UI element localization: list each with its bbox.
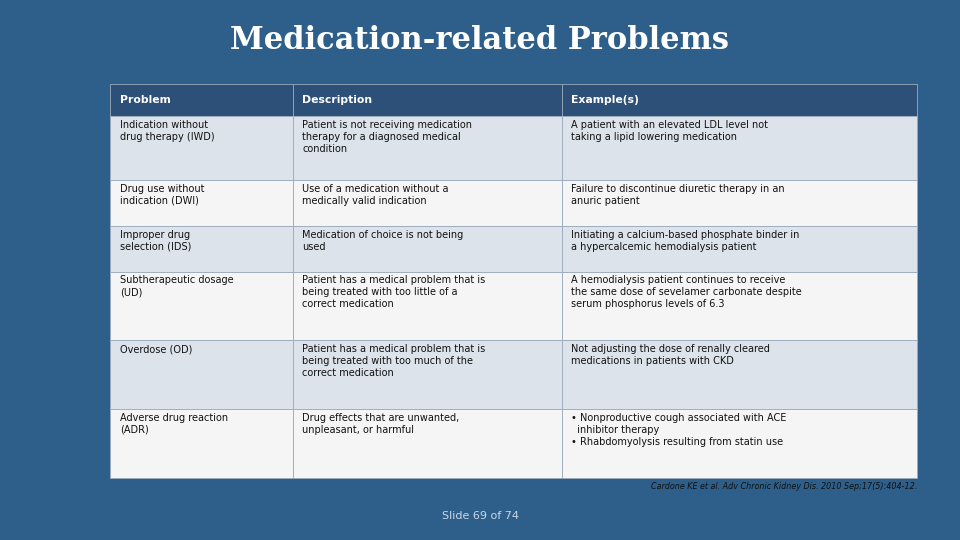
Text: Patient has a medical problem that is
being treated with too little of a
correct: Patient has a medical problem that is be… (302, 275, 486, 309)
Text: Problem: Problem (120, 94, 171, 105)
Bar (293, 409, 562, 478)
Text: • Nonproductive cough associated with ACE
  inhibitor therapy
• Rhabdomyolysis r: • Nonproductive cough associated with AC… (571, 413, 786, 447)
Bar (110, 409, 293, 478)
Bar (110, 84, 293, 116)
Bar (293, 272, 562, 340)
Bar (293, 84, 562, 116)
Text: Adverse drug reaction
(ADR): Adverse drug reaction (ADR) (120, 413, 228, 435)
Text: Description: Description (302, 94, 372, 105)
Bar (562, 226, 917, 272)
Text: Improper drug
selection (IDS): Improper drug selection (IDS) (120, 230, 191, 252)
Text: Subtherapeutic dosage
(UD): Subtherapeutic dosage (UD) (120, 275, 233, 298)
Bar (562, 340, 917, 409)
Bar (562, 272, 917, 340)
Bar (293, 340, 562, 409)
Text: Medication of choice is not being
used: Medication of choice is not being used (302, 230, 464, 252)
Bar (293, 226, 562, 272)
Text: Indication without
drug therapy (IWD): Indication without drug therapy (IWD) (120, 119, 215, 141)
Text: Failure to discontinue diuretic therapy in an
anuric patient: Failure to discontinue diuretic therapy … (571, 184, 785, 206)
Text: A hemodialysis patient continues to receive
the same dose of sevelamer carbonate: A hemodialysis patient continues to rece… (571, 275, 802, 309)
Bar (293, 180, 562, 226)
Text: Initiating a calcium-based phosphate binder in
a hypercalcemic hemodialysis pati: Initiating a calcium-based phosphate bin… (571, 230, 800, 252)
Bar (110, 116, 293, 180)
Text: Overdose (OD): Overdose (OD) (120, 344, 192, 354)
Bar (562, 180, 917, 226)
Text: Slide 69 of 74: Slide 69 of 74 (442, 511, 518, 521)
Text: A patient with an elevated LDL level not
taking a lipid lowering medication: A patient with an elevated LDL level not… (571, 119, 768, 141)
Bar (110, 340, 293, 409)
Text: Example(s): Example(s) (571, 94, 639, 105)
Text: Medication-related Problems: Medication-related Problems (230, 25, 730, 56)
Text: Drug effects that are unwanted,
unpleasant, or harmful: Drug effects that are unwanted, unpleasa… (302, 413, 460, 435)
Bar (562, 409, 917, 478)
Bar (110, 226, 293, 272)
Text: Patient has a medical problem that is
being treated with too much of the
correct: Patient has a medical problem that is be… (302, 344, 486, 378)
Bar (293, 116, 562, 180)
Bar (110, 180, 293, 226)
Bar (562, 84, 917, 116)
Text: Not adjusting the dose of renally cleared
medications in patients with CKD: Not adjusting the dose of renally cleare… (571, 344, 770, 366)
Text: Drug use without
indication (DWI): Drug use without indication (DWI) (120, 184, 204, 206)
Text: Cardone KE et al. Adv Chronic Kidney Dis. 2010 Sep;17(5):404-12.: Cardone KE et al. Adv Chronic Kidney Dis… (651, 482, 917, 491)
Bar (110, 272, 293, 340)
Text: Patient is not receiving medication
therapy for a diagnosed medical
condition: Patient is not receiving medication ther… (302, 119, 472, 153)
Text: Use of a medication without a
medically valid indication: Use of a medication without a medically … (302, 184, 449, 206)
Bar (562, 116, 917, 180)
